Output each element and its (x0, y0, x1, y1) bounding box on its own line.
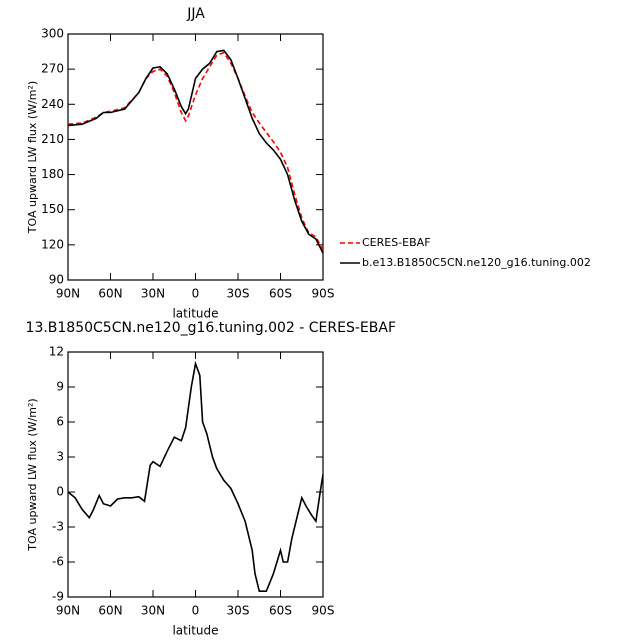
x-tick-label: 90N (56, 604, 80, 618)
y-tick-label: 120 (41, 237, 64, 251)
y-tick-label: 12 (49, 345, 64, 359)
y-tick-label: 0 (56, 485, 64, 499)
chart-title: JJA (186, 6, 205, 22)
x-tick-label: 0 (192, 604, 200, 618)
y-tick-label: 240 (41, 97, 64, 111)
y-tick-label: -3 (52, 520, 64, 534)
x-axis-label: latitude (172, 307, 218, 321)
y-tick-label: -9 (52, 590, 64, 604)
x-tick-label: 30N (141, 287, 165, 301)
y-tick-label: 210 (41, 132, 64, 146)
x-tick-label: 30S (227, 604, 250, 618)
data-line (67, 49, 324, 254)
x-axis-label: latitude (172, 624, 218, 638)
y-tick-label: 270 (41, 62, 64, 76)
plot-frame (67, 33, 324, 281)
y-axis-label: TOA upward LW flux (W/m²) (26, 81, 39, 234)
x-tick-label: 60S (269, 287, 292, 301)
x-tick-label: 90N (56, 287, 80, 301)
x-tick-label: 90S (312, 604, 335, 618)
chart-title: 13.B1850C5CN.ne120_g16.tuning.002 - CERE… (26, 320, 396, 336)
y-axis-label: TOA upward LW flux (W/m²) (26, 398, 39, 551)
y-tick-label: 90 (49, 273, 64, 287)
plot-frame (67, 351, 324, 598)
legend-label: CERES-EBAF (362, 236, 431, 249)
x-tick-label: 60N (98, 604, 122, 618)
x-tick-label: 30S (227, 287, 250, 301)
y-tick-label: 9 (56, 380, 64, 394)
x-tick-label: 90S (312, 287, 335, 301)
x-tick-label: 60N (98, 287, 122, 301)
data-line (67, 360, 324, 592)
y-tick-label: -6 (52, 555, 64, 569)
y-tick-label: 180 (41, 167, 64, 181)
x-tick-label: 0 (192, 287, 200, 301)
y-tick-label: 3 (56, 450, 64, 464)
x-tick-label: 30N (141, 604, 165, 618)
legend-label: b.e13.B1850C5CN.ne120_g16.tuning.002 (362, 256, 591, 269)
y-tick-label: 150 (41, 202, 64, 216)
data-line (67, 51, 324, 252)
y-tick-label: 6 (56, 415, 64, 429)
y-tick-label: 300 (41, 27, 64, 41)
x-tick-label: 60S (269, 604, 292, 618)
